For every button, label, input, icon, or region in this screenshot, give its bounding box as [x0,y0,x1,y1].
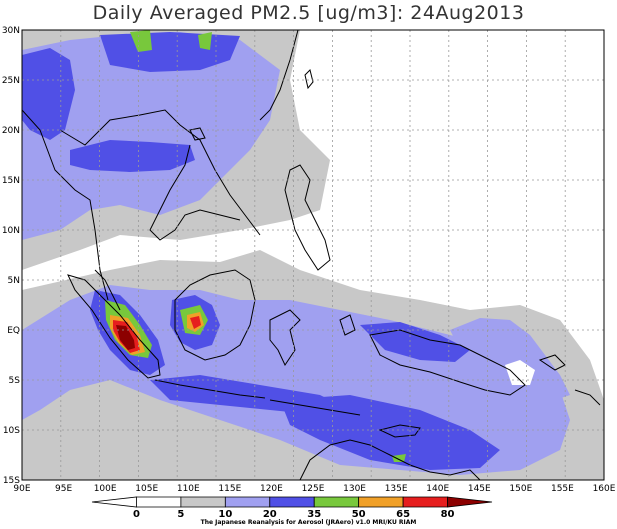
lon-label: 120E [260,484,283,494]
shade-green-north-1 [130,30,152,52]
coast-nusatenggara [269,399,361,416]
shade-white-patch [505,360,535,385]
colorbar-label: 5 [177,509,184,520]
shade-blue-nusa [280,395,500,470]
colorbar-label: 80 [441,509,455,520]
coast-timor [378,424,421,438]
colorbar-segment [358,496,404,508]
coast-hainan [189,127,206,141]
lat-label: 10S [3,426,20,436]
colorbar-segment [136,496,182,508]
shade-red-borneo [190,316,201,329]
lon-label: 95E [55,484,72,494]
colorbar-label: 50 [352,509,366,520]
lat-label: 15N [2,176,20,186]
colorbar-segment [180,496,226,508]
lat-label: 20N [2,126,20,136]
shade-lightblue-north [22,32,280,240]
lon-label: 155E [551,484,574,494]
coast-solomons [574,389,601,406]
lon-label: 90E [13,484,30,494]
colorbar: 0 5 10 20 35 50 65 80 [91,496,493,520]
map-frame [21,29,605,481]
shade-green-north-2 [198,32,212,50]
graticule [22,30,604,480]
lon-label: 115E [218,484,241,494]
coast-philippines [284,164,331,271]
shade-lightblue-east [450,318,570,400]
lat-label: 30N [2,26,20,36]
lon-label: 125E [302,484,325,494]
pm25-shading [22,30,604,480]
lat-label: 25N [2,76,20,86]
lat-label: 5N [8,276,20,286]
credit-line: The Japanese Reanalysis for Aerosol (JRA… [200,519,417,526]
colorbar-segment [269,496,315,508]
map-title: Daily Averaged PM2.5 [ug/m3]: 24Aug2013 [92,2,525,24]
lon-label: 130E [343,484,366,494]
colorbar-label: 10 [218,509,232,520]
lon-label: 135E [385,484,408,494]
lon-label: 140E [426,484,449,494]
latitude-labels: 30N 25N 20N 15N 10N 5N EQ 5S 10S 15S [2,26,20,486]
shade-green-nusa [392,454,406,462]
lon-label: 100E [94,484,117,494]
colorbar-label: 65 [396,509,410,520]
lon-label: 160E [593,484,616,494]
lat-label: 5S [9,376,21,386]
colorbar-segment [402,496,448,508]
coast-java [154,379,266,399]
coast-borneo [174,269,256,361]
coast-mainland [22,30,299,301]
coastlines [22,30,601,480]
colorbar-segment [447,496,493,508]
shade-blue-north-3 [70,140,195,172]
coast-newguinea [369,329,526,396]
lon-label: 110E [177,484,200,494]
colorbar-segment [91,496,137,508]
lat-label: 10N [2,226,20,236]
colorbar-segment [224,496,271,508]
lat-label: 15S [3,476,20,486]
coast-sulawesi [269,309,301,367]
coast-australia [299,439,481,480]
longitude-labels: 90E 95E 100E 105E 110E 115E 120E 125E 130E 135E 14… [13,484,615,494]
shade-blue-north-1 [22,48,75,140]
coast-taiwan [304,69,314,90]
colorbar-label: 0 [133,509,140,520]
colorbar-label: 20 [263,509,277,520]
colorbar-label: 35 [307,509,321,520]
colorbar-segment [313,496,360,508]
lat-label: EQ [7,326,20,336]
lon-label: 145E [468,484,491,494]
lon-label: 150E [509,484,532,494]
shade-darkred-sumatra [116,325,135,350]
lon-label: 105E [135,484,158,494]
